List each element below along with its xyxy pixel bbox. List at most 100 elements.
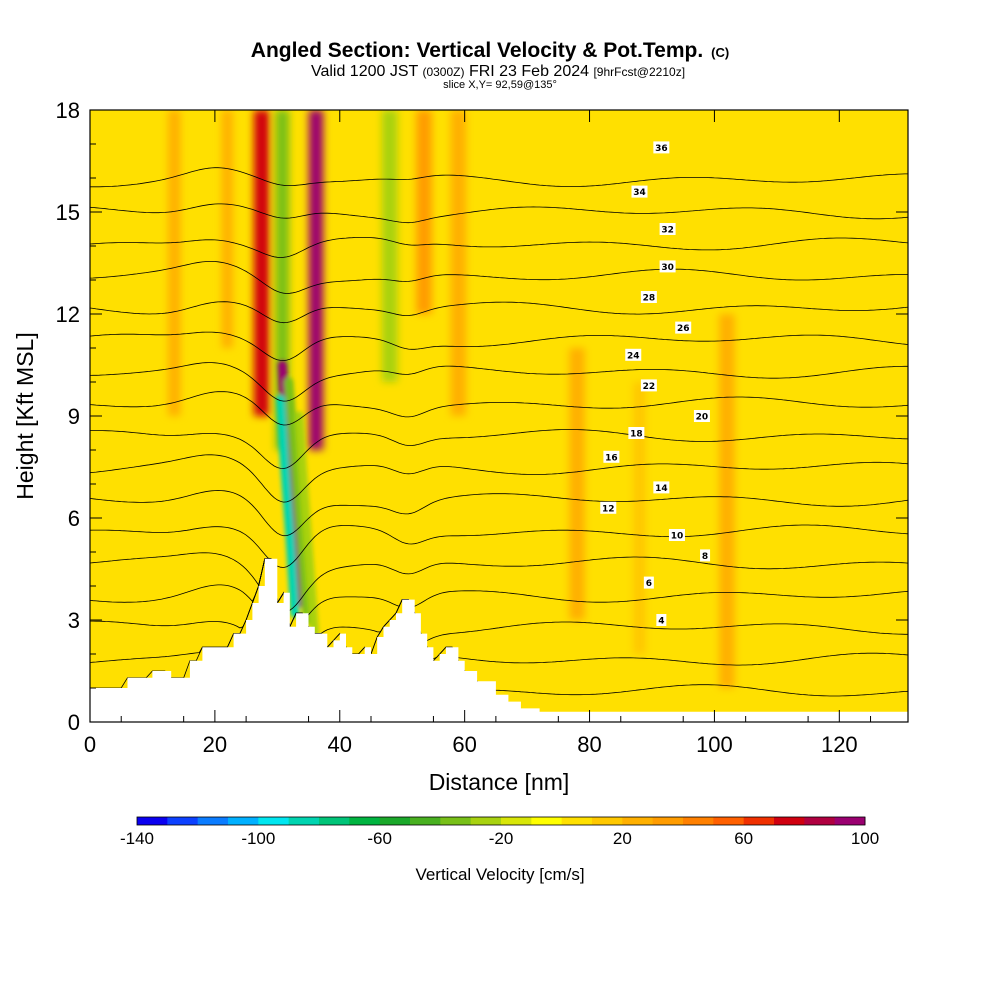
colorbar-swatch bbox=[531, 817, 563, 825]
y-tick-label: 18 bbox=[56, 98, 80, 123]
colorbar-swatch bbox=[440, 817, 472, 825]
isentrope-line bbox=[90, 454, 908, 503]
velocity-feature bbox=[276, 394, 300, 618]
isentrope-label-bg bbox=[631, 185, 648, 198]
x-axis-ticks: 0 20 40 60 80 100 120 bbox=[84, 110, 872, 757]
velocity-band bbox=[719, 314, 735, 688]
colorbar-swatch bbox=[319, 817, 350, 825]
isentrope-label: 28 bbox=[643, 294, 656, 304]
isentrope-label-bg bbox=[640, 291, 657, 303]
isentrope-label: 10 bbox=[671, 532, 684, 542]
isentrope-label-bg bbox=[600, 501, 617, 514]
colorbar-swatch bbox=[167, 817, 199, 825]
isentrope-label: 24 bbox=[627, 351, 640, 361]
velocity-band bbox=[416, 110, 432, 314]
x-tick-label: 0 bbox=[84, 732, 96, 757]
isentrope-label: 26 bbox=[677, 324, 690, 334]
isentrope-label-bg bbox=[603, 450, 620, 463]
isentrope-label-bg bbox=[693, 410, 710, 422]
colorbar-tick-label: -140 bbox=[120, 829, 154, 848]
x-tick-label: 20 bbox=[203, 732, 227, 757]
x-tick-label: 100 bbox=[696, 732, 733, 757]
colorbar-swatch bbox=[743, 817, 775, 825]
colorbar-tick-label: 100 bbox=[851, 829, 879, 848]
plot-area: 4 6 8 10 12 14 16 18 20 22 24 26 28 30 32 34 36 bbox=[90, 110, 908, 722]
isentrope-line bbox=[90, 301, 908, 324]
isentrope-labels: 4 6 8 10 12 14 16 18 20 22 24 26 28 30 32 34 36 bbox=[600, 141, 711, 627]
isentrope-label: 18 bbox=[630, 430, 643, 440]
x-axis-label: Distance [nm] bbox=[429, 769, 570, 795]
chart-subtitle: Valid 1200 JST (0300Z) FRI 23 Feb 2024 [… bbox=[311, 63, 685, 80]
isentrope-label: 22 bbox=[643, 382, 656, 392]
y-tick-label: 12 bbox=[56, 302, 80, 327]
colorbar-swatch bbox=[501, 817, 532, 825]
colorbar-swatch bbox=[592, 817, 623, 825]
colorbar-swatch bbox=[561, 817, 593, 825]
colorbar-tick-label: -60 bbox=[367, 829, 392, 848]
isentrope-label: 12 bbox=[602, 504, 615, 514]
colorbar-frame bbox=[136, 816, 866, 826]
isentrope-label: 16 bbox=[605, 453, 618, 463]
x-tick-label: 80 bbox=[577, 732, 601, 757]
colorbar-swatch bbox=[258, 817, 290, 825]
isentrope-label-bg bbox=[675, 321, 692, 334]
colorbar-label: Vertical Velocity [cm/s] bbox=[415, 865, 584, 884]
colorbar-swatch bbox=[804, 817, 836, 825]
isentrope-label-bg bbox=[653, 141, 670, 154]
terrain-mask bbox=[90, 558, 908, 722]
isentrope-line bbox=[90, 331, 908, 362]
isentrope-contours bbox=[90, 167, 908, 697]
isentrope-label-bg bbox=[628, 427, 645, 439]
isentrope-label-bg bbox=[668, 529, 685, 541]
velocity-band bbox=[168, 110, 181, 416]
x-tick-label: 40 bbox=[328, 732, 352, 757]
colorbar-swatch bbox=[228, 817, 259, 825]
isentrope-label: 20 bbox=[696, 413, 709, 423]
isentrope-label: 4 bbox=[658, 617, 664, 627]
velocity-band bbox=[569, 348, 585, 620]
velocity-field bbox=[168, 110, 735, 688]
colorbar-tick-label: -100 bbox=[241, 829, 275, 848]
plot-background bbox=[90, 110, 908, 722]
x-tick-label: 120 bbox=[821, 732, 858, 757]
isentrope-line bbox=[90, 236, 908, 258]
y-tick-label: 9 bbox=[68, 404, 80, 429]
velocity-band bbox=[308, 110, 324, 450]
colorbar-swatch bbox=[834, 817, 866, 825]
colorbar-swatch bbox=[197, 817, 229, 825]
colorbar-swatch bbox=[713, 817, 745, 825]
isentrope-line bbox=[90, 490, 908, 537]
x-tick-label: 60 bbox=[452, 732, 476, 757]
isentrope-label-bg bbox=[643, 576, 654, 589]
colorbar-swatch bbox=[652, 817, 684, 825]
isentrope-label-bg bbox=[625, 348, 642, 361]
colorbar-swatch bbox=[683, 817, 714, 825]
isentrope-label: 8 bbox=[702, 552, 708, 562]
y-tick-label: 3 bbox=[68, 608, 80, 633]
velocity-band bbox=[450, 110, 467, 416]
y-tick-label: 0 bbox=[68, 710, 80, 735]
isentrope-line bbox=[90, 524, 908, 568]
colorbar-swatch bbox=[137, 817, 168, 825]
colorbar-swatch bbox=[622, 817, 654, 825]
colorbar-swatch bbox=[379, 817, 411, 825]
isentrope-line bbox=[90, 362, 908, 402]
isentrope-line bbox=[90, 558, 908, 629]
isentrope-label: 6 bbox=[646, 579, 652, 589]
colorbar: -140 -100 -60 -20 20 60 100 bbox=[120, 816, 879, 848]
isentrope-line bbox=[90, 552, 908, 611]
isentrope-line bbox=[90, 167, 908, 188]
colorbar-swatch bbox=[410, 817, 441, 825]
isentrope-label: 36 bbox=[655, 144, 668, 154]
isentrope-label: 34 bbox=[633, 188, 646, 198]
colorbar-tick-label: 20 bbox=[613, 829, 632, 848]
isentrope-line bbox=[90, 260, 908, 294]
y-tick-label: 15 bbox=[56, 200, 80, 225]
isentrope-label-bg bbox=[700, 549, 711, 562]
isentrope-label-bg bbox=[640, 379, 657, 392]
isentrope-label-bg bbox=[656, 614, 667, 626]
velocity-band bbox=[221, 110, 233, 348]
isentrope-line bbox=[90, 391, 908, 426]
